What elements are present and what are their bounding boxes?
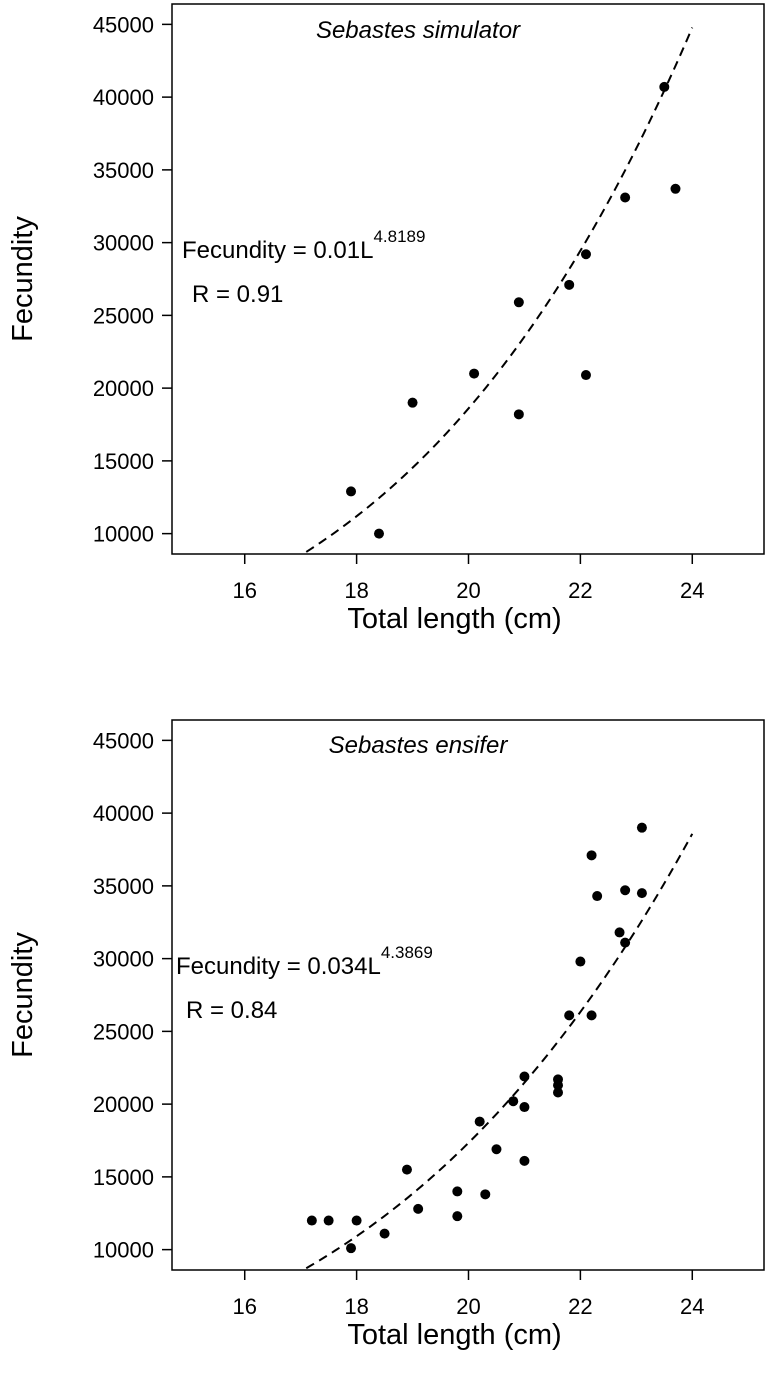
data-point [346,486,357,497]
y-tick-label: 30000 [93,231,154,256]
data-point [373,528,384,539]
data-point [620,192,631,203]
y-tick-label: 35000 [93,874,154,899]
data-point [586,1010,597,1021]
data-point [508,1096,519,1107]
fit-equation-exponent: 4.8189 [373,227,425,246]
data-point [351,1215,362,1226]
data-point [670,183,681,194]
y-axis-label: Fecundity [7,932,39,1058]
data-point [513,409,524,420]
y-tick-label: 45000 [93,728,154,753]
fit-equation: Fecundity = 0.01L4.8189 [182,227,425,264]
data-point [553,1087,564,1098]
data-point [379,1228,390,1239]
data-point [491,1144,502,1155]
data-point [346,1243,357,1254]
y-tick-label: 20000 [93,1092,154,1117]
data-point [407,397,418,408]
data-point [513,297,524,308]
data-point [575,956,586,967]
data-point [519,1071,530,1082]
r-value-label: R = 0.91 [192,281,283,308]
panel-title: Sebastes ensifer [329,732,509,759]
panel-title: Sebastes simulator [316,17,521,44]
x-tick-label: 16 [232,1294,256,1319]
y-tick-label: 20000 [93,376,154,401]
data-point [636,888,647,899]
y-tick-label: 10000 [93,522,154,547]
data-point [636,822,647,833]
data-point [401,1164,412,1175]
data-point [323,1215,334,1226]
y-tick-label: 35000 [93,158,154,183]
data-point [620,885,631,896]
plot-frame [171,719,765,1271]
fit-equation-base: Fecundity = 0.01L [182,237,373,264]
data-point [553,1080,564,1091]
y-tick-label: 40000 [93,85,154,110]
data-point [469,368,480,379]
x-tick-label: 18 [344,578,368,603]
y-axis-label: Fecundity [7,216,39,342]
data-point [452,1211,463,1222]
data-point [580,249,591,260]
data-point [614,927,625,938]
x-axis-label: Total length (cm) [347,603,561,635]
data-point [620,937,631,948]
data-point [452,1186,463,1197]
data-point [306,1215,317,1226]
x-tick-label: 22 [568,1294,592,1319]
data-point [519,1155,530,1166]
panel-1: 10000 15000 20000 25000 30000 35000 40000 45000… [7,3,765,635]
data-point [580,370,591,381]
y-tick-label: 15000 [93,449,154,474]
x-tick-label: 20 [456,578,480,603]
x-tick-label: 16 [232,578,256,603]
x-tick-label: 24 [680,1294,704,1319]
y-tick-label: 30000 [93,947,154,972]
data-point [413,1203,424,1214]
fit-equation-base: Fecundity = 0.034L [176,953,381,980]
panel-2: 10000 15000 20000 25000 30000 35000 40000 45000… [7,719,765,1351]
data-point [592,891,603,902]
data-point [480,1189,491,1200]
y-tick-label: 15000 [93,1165,154,1190]
x-tick-label: 18 [344,1294,368,1319]
x-axis-label: Total length (cm) [347,1319,561,1351]
y-tick-label: 25000 [93,1019,154,1044]
x-tick-label: 22 [568,578,592,603]
data-point [474,1116,485,1127]
data-point [586,850,597,861]
plot-frame [171,3,765,555]
data-point [564,279,575,290]
r-value-label: R = 0.84 [186,997,277,1024]
y-tick-label: 10000 [93,1238,154,1263]
data-point [564,1010,575,1021]
x-tick-label: 20 [456,1294,480,1319]
fit-equation: Fecundity = 0.034L4.3869 [176,943,433,980]
y-tick-label: 45000 [93,12,154,37]
fitted-power-curve [305,27,694,553]
data-point [519,1102,530,1113]
x-tick-label: 24 [680,578,704,603]
y-tick-label: 25000 [93,303,154,328]
fitted-power-curve [305,833,694,1270]
y-tick-label: 40000 [93,801,154,826]
data-point [659,81,670,92]
fit-equation-exponent: 4.3869 [381,943,433,962]
